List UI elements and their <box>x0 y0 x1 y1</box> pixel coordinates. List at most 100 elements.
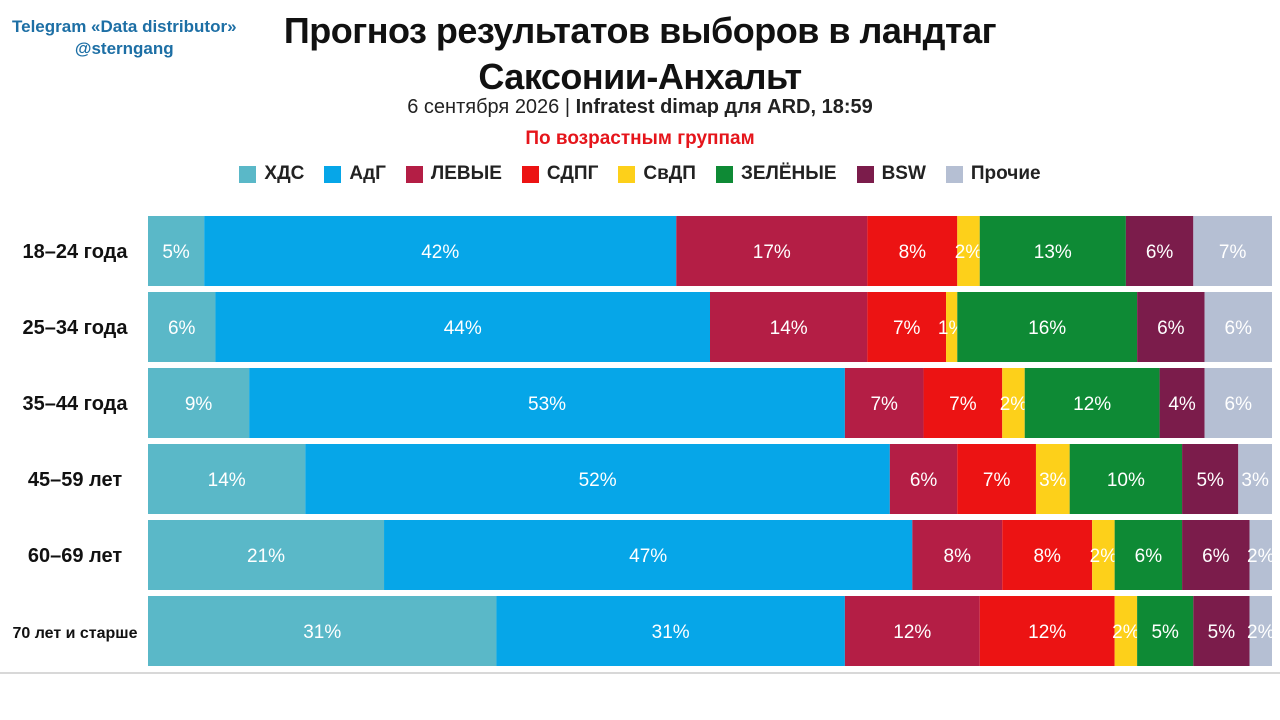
data-label: 2% <box>955 242 983 263</box>
bar-segment <box>1182 520 1250 590</box>
category-label: 25–34 года <box>22 317 128 339</box>
bar-segment <box>1114 596 1138 666</box>
data-label: 16% <box>1028 318 1066 339</box>
source-handle: @sterngang <box>74 39 174 58</box>
legend-label: СвДП <box>643 163 696 184</box>
data-label: 7% <box>893 318 921 339</box>
data-label: 6% <box>1146 242 1174 263</box>
data-label: 2% <box>1000 394 1028 415</box>
data-label: 21% <box>247 546 285 567</box>
source-credit: Telegram «Data distributor» @sterngang <box>12 16 237 60</box>
legend-item: Прочие <box>945 163 1041 185</box>
bottom-divider <box>0 672 1280 674</box>
bar-segment <box>1238 444 1272 514</box>
bar-segment <box>923 368 1003 438</box>
data-label: 7% <box>1219 242 1247 263</box>
legend-swatch <box>521 165 539 183</box>
bar-segment <box>912 520 1003 590</box>
data-label: 6% <box>1202 546 1230 567</box>
bar-segment <box>867 216 958 286</box>
data-label: 2% <box>1247 622 1275 643</box>
bar-segment <box>1002 520 1093 590</box>
bar-segment <box>1182 444 1239 514</box>
data-label: 5% <box>1208 622 1236 643</box>
bar-segment <box>204 216 677 286</box>
bar-segment <box>1125 216 1194 286</box>
legend-item: ЗЕЛЁНЫЕ <box>715 163 837 185</box>
data-label: 6% <box>1225 394 1253 415</box>
data-label: 31% <box>652 622 690 643</box>
legend-label: АдГ <box>349 163 386 184</box>
bar-segment <box>1249 520 1272 590</box>
data-label: 6% <box>1157 318 1185 339</box>
bar-segment <box>946 292 958 362</box>
bar-segment <box>957 216 980 286</box>
data-label: 14% <box>770 318 808 339</box>
data-label: 6% <box>910 470 938 491</box>
data-label: 9% <box>185 394 213 415</box>
bar-segment <box>1069 444 1183 514</box>
bar-segment <box>1249 596 1272 666</box>
bar-segment <box>844 368 924 438</box>
category-label: 45–59 лет <box>28 469 122 491</box>
bar-segment <box>215 292 710 362</box>
legend-item: АдГ <box>324 163 386 185</box>
category-label: 18–24 года <box>22 241 128 263</box>
data-label: 12% <box>1028 622 1066 643</box>
bar-segment <box>867 292 947 362</box>
bar-segment <box>305 444 890 514</box>
bar-segment <box>957 444 1036 514</box>
data-label: 42% <box>421 242 459 263</box>
data-label: 6% <box>1225 318 1253 339</box>
data-label: 3% <box>1241 470 1269 491</box>
data-label: 7% <box>983 470 1011 491</box>
data-label: 52% <box>579 470 617 491</box>
data-label: 6% <box>1135 546 1163 567</box>
legend-swatch <box>239 165 257 183</box>
legend-swatch <box>405 165 423 183</box>
data-label: 7% <box>949 394 977 415</box>
legend-item: ХДС <box>239 163 304 185</box>
data-label: 5% <box>162 242 190 263</box>
bar-segment <box>1092 520 1115 590</box>
data-label: 2% <box>1090 546 1118 567</box>
data-label: 13% <box>1034 242 1072 263</box>
data-label: 3% <box>1039 470 1067 491</box>
data-label: 5% <box>1151 622 1179 643</box>
data-label: 8% <box>899 242 927 263</box>
data-label: 53% <box>528 394 566 415</box>
legend-label: Прочие <box>970 163 1041 184</box>
data-label: 8% <box>944 546 972 567</box>
bar-segment <box>710 292 868 362</box>
data-label: 4% <box>1168 394 1196 415</box>
bar-segment <box>148 444 306 514</box>
bar-segment <box>1114 520 1183 590</box>
bar-segment <box>889 444 958 514</box>
legend-item: ЛЕВЫЕ <box>405 163 502 185</box>
bar-segment <box>1002 368 1025 438</box>
bar-segment <box>979 216 1126 286</box>
category-label: 70 лет и старше <box>12 625 137 642</box>
data-label: 44% <box>444 318 482 339</box>
data-label: 31% <box>303 622 341 643</box>
bar-segment <box>249 368 845 438</box>
bar-segment <box>1204 368 1272 438</box>
data-label: 5% <box>1196 470 1224 491</box>
bar-segment <box>957 292 1138 362</box>
data-label: 12% <box>1073 394 1111 415</box>
data-label: 17% <box>753 242 791 263</box>
chart-title-line-2: Саксонии-Анхальт <box>478 56 802 97</box>
data-label: 47% <box>629 546 667 567</box>
bar-segment <box>148 520 385 590</box>
data-label: 7% <box>870 394 898 415</box>
legend-item: СДПГ <box>521 163 599 185</box>
chart-legend: ХДС АдГ ЛЕВЫЕ СДПГ СвДП ЗЕЛЁНЫЕ BSW Прочие <box>0 163 1280 185</box>
legend-label: ЗЕЛЁНЫЕ <box>740 163 837 184</box>
bar-segment <box>1137 292 1205 362</box>
data-label: 6% <box>168 318 196 339</box>
category-label: 35–44 года <box>22 393 128 415</box>
legend-swatch <box>945 165 963 183</box>
legend-label: СДПГ <box>546 163 599 184</box>
legend-swatch <box>618 165 636 183</box>
